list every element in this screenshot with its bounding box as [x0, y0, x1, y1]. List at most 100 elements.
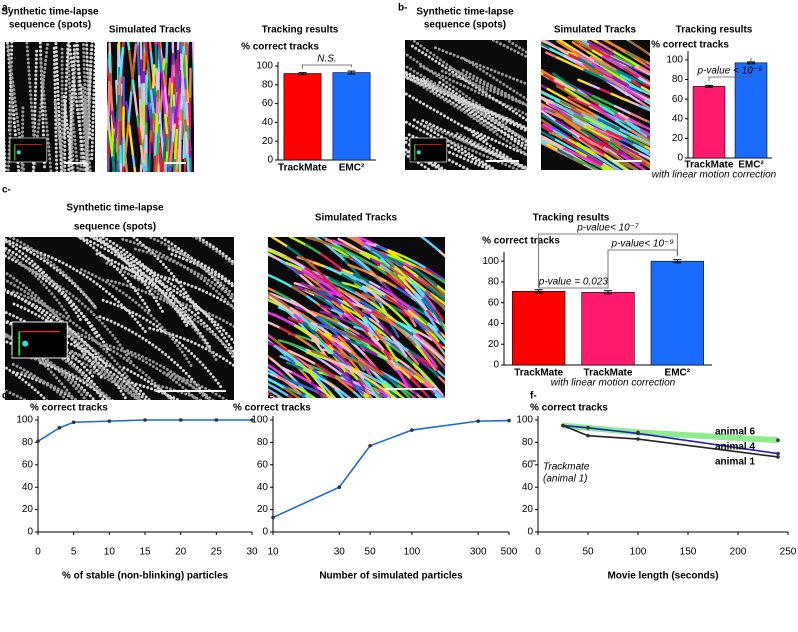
track-segment	[133, 91, 139, 118]
x-tick-label: 150	[680, 547, 697, 558]
axis-icon-time: time	[22, 148, 39, 157]
track-segment	[572, 111, 586, 119]
panel-label: a-	[2, 3, 11, 14]
track-segment	[628, 40, 650, 56]
particle-strand	[12, 370, 78, 400]
track-segment	[593, 168, 598, 170]
track-segment	[154, 42, 157, 47]
particle-strand	[52, 46, 59, 172]
track-segment	[571, 118, 597, 130]
track-segment	[268, 296, 296, 316]
track-segment	[642, 199, 647, 202]
track-segment	[599, 88, 613, 96]
track-segment	[328, 408, 350, 428]
track-segment	[463, 328, 477, 347]
track-segment	[140, 0, 141, 7]
track-segment	[389, 389, 398, 398]
track-segment	[620, 154, 647, 170]
track-segment	[285, 361, 305, 371]
track-segment	[444, 340, 445, 344]
track-segment	[663, 195, 673, 202]
track-segment	[630, 129, 643, 139]
particle-strand	[465, 126, 527, 157]
track-segment	[425, 267, 443, 280]
track-segment	[564, 87, 592, 106]
track-segment	[660, 202, 671, 207]
particle-strand	[421, 119, 527, 170]
particle-strand	[162, 371, 216, 400]
track-segment	[372, 389, 384, 398]
data-point	[178, 418, 183, 422]
series-label: animal 1	[715, 457, 755, 468]
track-segment	[419, 237, 441, 253]
track-segment	[349, 301, 374, 313]
bar	[283, 73, 322, 161]
y-tick-label: 60	[672, 94, 684, 105]
track-segment	[327, 396, 331, 398]
track-segment	[603, 153, 630, 170]
track-segment	[399, 364, 418, 377]
track-segment	[189, 174, 190, 186]
particle-strand	[5, 249, 72, 320]
y-axis-label: % correct tracks	[530, 403, 608, 414]
track-segment	[180, 113, 184, 140]
track-segment	[402, 261, 415, 271]
axis-icon-x: x	[57, 319, 65, 333]
track-segment	[108, 132, 114, 159]
track-segment	[423, 294, 438, 312]
track-segment	[632, 192, 642, 198]
track-segment	[370, 247, 388, 261]
track-segment	[553, 79, 578, 93]
track-segment	[406, 272, 430, 288]
track-segment	[149, 118, 153, 133]
track-segment	[541, 139, 549, 146]
track-segment	[268, 382, 290, 398]
track-segment	[341, 268, 356, 276]
x-axis-label: Number of simulated particles	[319, 571, 463, 582]
track-segment	[333, 245, 363, 261]
track-segment	[421, 333, 435, 342]
track-segment	[541, 90, 562, 103]
track-segment	[337, 335, 357, 356]
image-content	[541, 40, 673, 207]
particle-strand	[22, 354, 115, 400]
track-segment	[369, 317, 386, 332]
bar	[512, 290, 566, 366]
track-segment	[467, 387, 474, 397]
track-segment	[268, 253, 269, 256]
track-segment	[641, 124, 650, 131]
track-segment	[479, 337, 483, 342]
track-segment	[128, 49, 135, 82]
track-segment	[600, 141, 624, 157]
track-segment	[570, 107, 584, 116]
track-segment	[268, 378, 269, 381]
track-segment	[293, 324, 312, 337]
track-segment	[390, 335, 404, 353]
track-segment	[657, 78, 668, 84]
track-segment	[313, 261, 328, 269]
particle-strand	[195, 237, 234, 265]
track-segment	[433, 384, 444, 397]
particle-strand	[95, 237, 165, 315]
particle-strand	[405, 147, 448, 170]
track-segment	[268, 390, 270, 394]
track-segment	[338, 439, 346, 448]
track-segment	[556, 40, 584, 59]
track-segment	[235, 370, 257, 379]
track-segment	[372, 429, 393, 451]
track-segment	[557, 40, 576, 51]
track-segment	[162, 176, 164, 194]
track-segment	[101, 11, 103, 29]
track-segment	[126, 42, 131, 53]
track-segment	[132, 43, 137, 65]
y-tick-label: 0	[527, 527, 533, 538]
particle-strand	[53, 100, 66, 172]
particle-strand	[67, 44, 76, 172]
track-segment	[546, 87, 570, 102]
particle-strand	[43, 332, 152, 400]
track-segment	[659, 202, 664, 205]
particle-strand	[89, 369, 141, 400]
track-segment	[640, 185, 661, 196]
track-segment	[164, 195, 165, 213]
track-segment	[341, 437, 350, 453]
